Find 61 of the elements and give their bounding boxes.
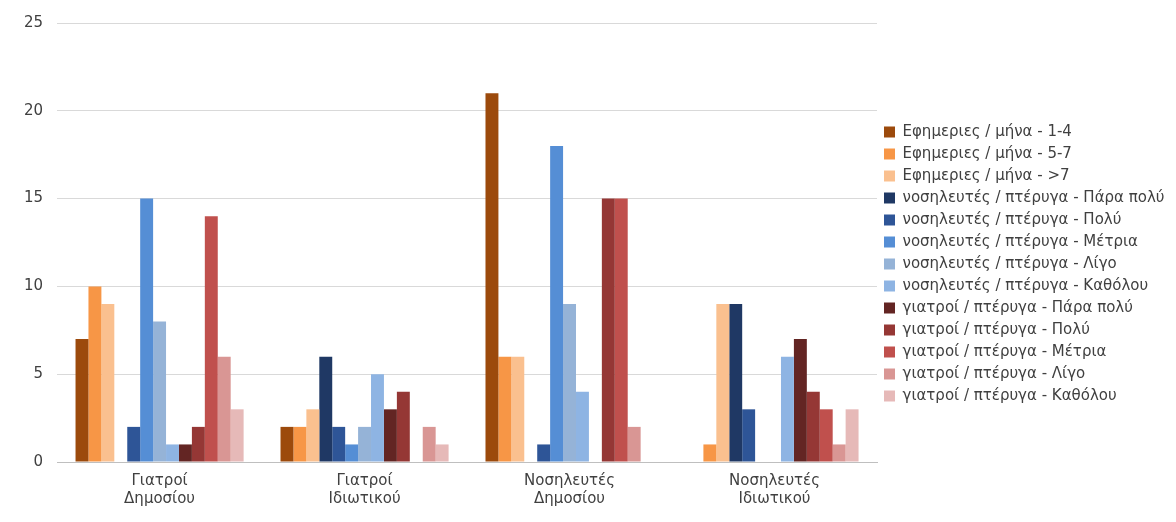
legend-label: γιατροί / πτέρυγα - Πολύ: [902, 319, 1090, 338]
bar: [742, 409, 756, 462]
bar: [88, 286, 102, 462]
legend-label: Εφημεριες / μήνα - 1-4: [902, 121, 1072, 140]
bar: [127, 426, 141, 462]
y-tick-label: 25: [23, 12, 44, 31]
bar: [485, 93, 499, 462]
bar: [332, 426, 346, 462]
bar: [396, 391, 410, 462]
bar: [537, 444, 551, 462]
bar: [550, 145, 564, 462]
bar: [806, 391, 820, 462]
legend-label: Εφημεριες / μήνα - 5-7: [902, 143, 1072, 162]
bar: [845, 409, 859, 462]
bar: [511, 356, 525, 462]
legend-label: νοσηλευτές / πτέρυγα - Μέτρια: [902, 231, 1139, 250]
bar: [780, 356, 794, 462]
y-tick-label: 5: [33, 364, 44, 383]
y-tick-label: 20: [23, 100, 44, 119]
bar: [703, 444, 717, 462]
legend-label: νοσηλευτές / πτέρυγα - Πολύ: [902, 209, 1122, 228]
bar: [383, 409, 397, 462]
bar: [601, 198, 615, 462]
bar: [716, 303, 730, 462]
bar: [293, 426, 307, 462]
bar: [140, 198, 154, 462]
bar: [230, 409, 244, 462]
legend-label: νοσηλευτές / πτέρυγα - Λίγο: [902, 253, 1117, 272]
bar: [435, 444, 449, 462]
x-tick-label: Γιατροί Ιδιωτικού: [328, 470, 401, 507]
bar: [498, 356, 512, 462]
bar: [345, 444, 359, 462]
bar: [422, 426, 436, 462]
bar: [819, 409, 833, 462]
x-tick-label: Γιατροί Δημοσίου: [124, 470, 196, 507]
y-tick-label: 10: [23, 276, 44, 295]
y-tick-label: 0: [33, 451, 44, 470]
x-tick-label: Νοσηλευτές Δημοσίου: [524, 470, 616, 507]
bar: [217, 356, 231, 462]
bar: [178, 444, 192, 462]
bar: [306, 409, 320, 462]
bar: [614, 198, 628, 462]
bar: [191, 426, 205, 462]
bar: [729, 303, 743, 462]
bar: [75, 339, 89, 462]
bar: [101, 303, 115, 462]
bar: [280, 426, 294, 462]
bar: [832, 444, 846, 462]
legend-label: Εφημεριες / μήνα - >7: [902, 165, 1070, 184]
bar: [627, 426, 641, 462]
legend-label: γιατροί / πτέρυγα - Μέτρια: [902, 341, 1107, 360]
legend-label: γιατροί / πτέρυγα - Λίγο: [902, 363, 1086, 382]
legend-label: γιατροί / πτέρυγα - Πάρα πολύ: [902, 297, 1133, 316]
bar: [319, 356, 333, 462]
legend-label: νοσηλευτές / πτέρυγα - Πάρα πολύ: [902, 187, 1165, 206]
legend-label: γιατροί / πτέρυγα - Καθόλου: [902, 385, 1117, 404]
bar: [793, 339, 807, 462]
bar: [204, 216, 218, 462]
y-tick-label: 15: [23, 188, 44, 207]
legend-label: νοσηλευτές / πτέρυγα - Καθόλου: [902, 275, 1149, 294]
x-tick-label: Νοσηλευτές Ιδιωτικού: [729, 470, 821, 507]
